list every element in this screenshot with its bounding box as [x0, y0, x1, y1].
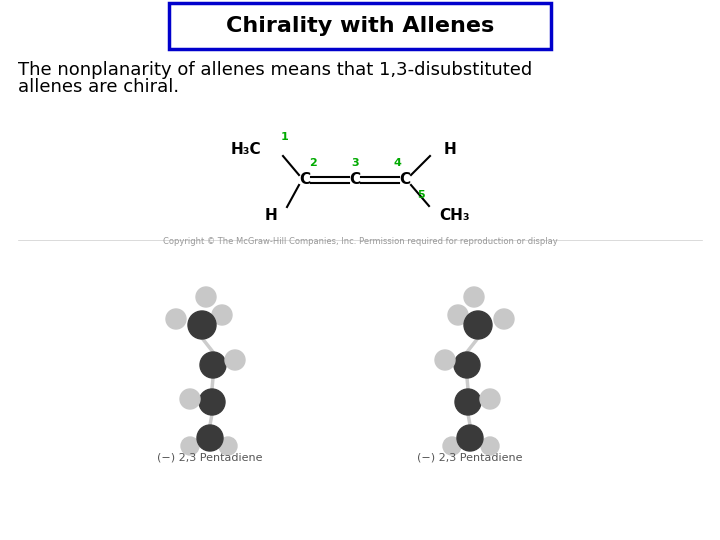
Circle shape	[180, 389, 200, 409]
Text: The nonplanarity of allenes means that 1,3-disubstituted: The nonplanarity of allenes means that 1…	[18, 61, 532, 79]
Text: H: H	[265, 207, 277, 222]
Circle shape	[200, 352, 226, 378]
Circle shape	[454, 352, 480, 378]
Circle shape	[464, 287, 484, 307]
FancyBboxPatch shape	[169, 3, 551, 49]
Text: Copyright © The McGraw-Hill Companies, Inc. Permission required for reproduction: Copyright © The McGraw-Hill Companies, I…	[163, 238, 557, 246]
Text: 3: 3	[351, 158, 359, 168]
Circle shape	[181, 437, 199, 455]
Circle shape	[212, 305, 232, 325]
Circle shape	[464, 311, 492, 339]
Circle shape	[443, 437, 461, 455]
Circle shape	[448, 305, 468, 325]
Circle shape	[166, 309, 186, 329]
Circle shape	[457, 425, 483, 451]
Text: CH₃: CH₃	[439, 208, 469, 224]
Circle shape	[188, 311, 216, 339]
Circle shape	[196, 287, 216, 307]
Text: 1: 1	[281, 132, 289, 142]
Text: H₃C: H₃C	[230, 143, 261, 158]
Text: allenes are chiral.: allenes are chiral.	[18, 78, 179, 96]
Text: 2: 2	[309, 158, 317, 168]
Circle shape	[219, 437, 237, 455]
Text: H: H	[444, 143, 456, 158]
Circle shape	[435, 350, 455, 370]
Text: C: C	[300, 172, 310, 187]
Circle shape	[197, 425, 223, 451]
Text: (−) 2,3 Pentadiene: (−) 2,3 Pentadiene	[157, 452, 263, 462]
Circle shape	[481, 437, 499, 455]
Text: (−) 2,3 Pentadiene: (−) 2,3 Pentadiene	[418, 452, 523, 462]
Circle shape	[199, 389, 225, 415]
Text: C: C	[349, 172, 361, 187]
Circle shape	[225, 350, 245, 370]
Circle shape	[480, 389, 500, 409]
Circle shape	[494, 309, 514, 329]
Text: C: C	[400, 172, 410, 187]
Text: Chirality with Allenes: Chirality with Allenes	[226, 16, 494, 36]
Text: 4: 4	[393, 158, 401, 168]
Circle shape	[455, 389, 481, 415]
Text: 5: 5	[417, 190, 425, 200]
